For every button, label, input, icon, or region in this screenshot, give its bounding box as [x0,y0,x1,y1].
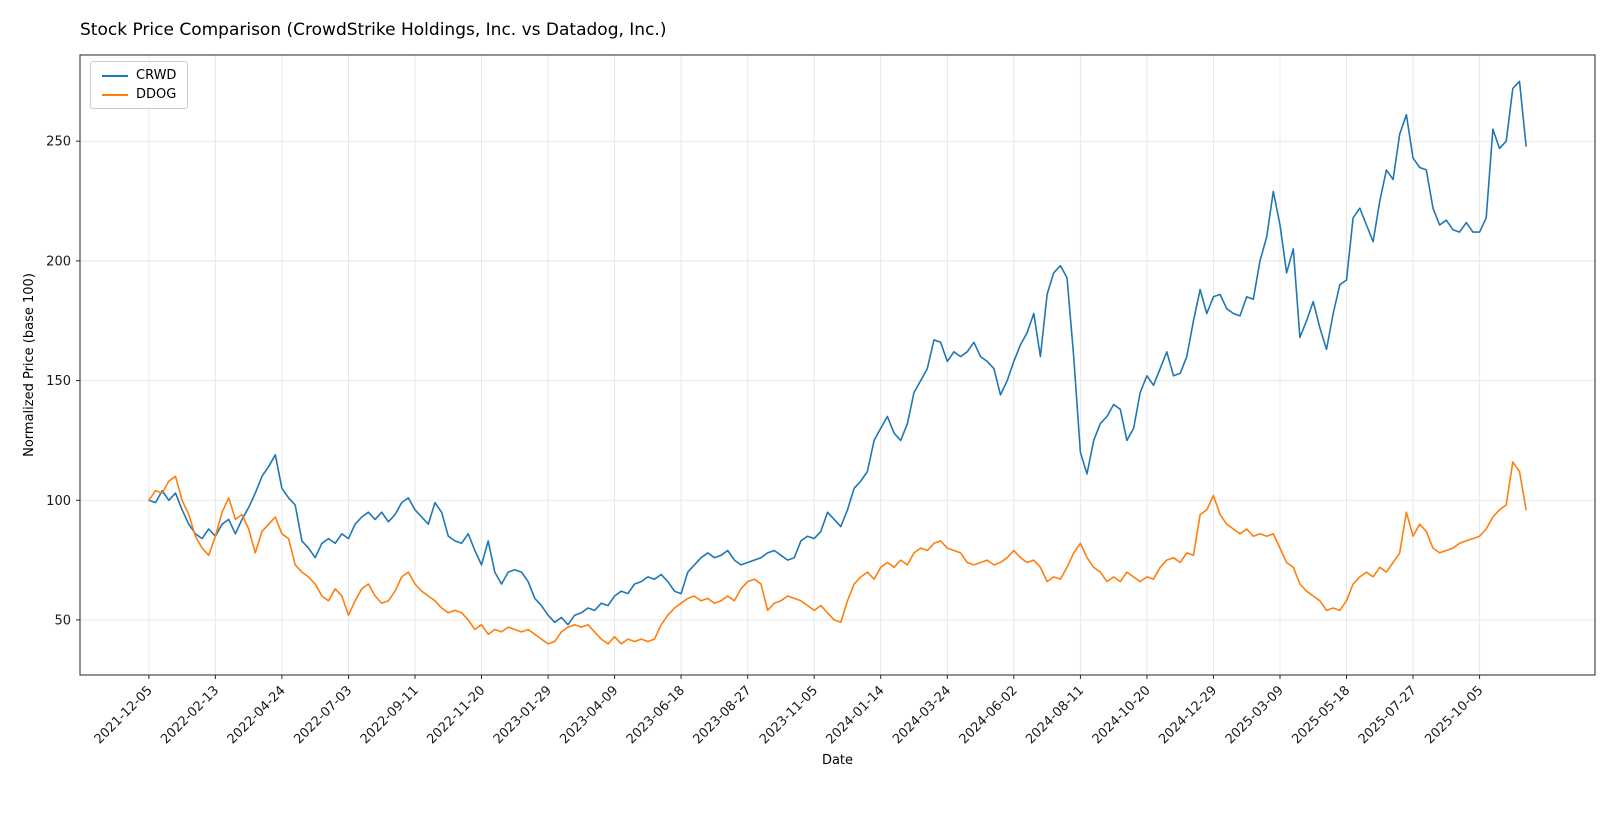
plot-border [79,54,1596,676]
x-tick-label: 2025-03-09 [1223,683,1287,747]
y-tick-label: 100 [46,494,71,509]
legend-label: DDOG [136,87,177,102]
x-tick-label: 2024-06-02 [957,683,1021,747]
x-tick-label: 2024-03-24 [890,683,954,747]
x-tick-label: 2023-06-18 [624,683,688,747]
x-tick-label: 2022-09-11 [358,683,422,747]
legend: CRWD DDOG [90,61,189,109]
x-tick-label: 2022-11-20 [424,683,488,747]
legend-line-sample [102,93,128,96]
series-line-DDOG [148,461,1527,645]
x-tick-label: 2024-01-14 [823,683,887,747]
x-tick-label: 2021-12-05 [92,683,156,747]
x-tick-label: 2024-12-29 [1156,683,1220,747]
x-tick-label: 2025-05-18 [1289,683,1353,747]
legend-label: CRWD [136,68,177,83]
x-tick-label: 2023-08-27 [690,683,754,747]
x-tick-label: 2023-04-09 [557,683,621,747]
x-tick-label: 2024-08-11 [1023,683,1087,747]
x-tick-label: 2025-07-27 [1356,683,1420,747]
x-tick-label: 2023-01-29 [491,683,555,747]
x-tick-label: 2022-04-24 [225,683,289,747]
legend-entry-DDOG: DDOG [102,88,176,101]
y-tick-label: 50 [54,613,71,628]
y-tick-label: 200 [46,254,71,269]
x-tick-label: 2022-02-13 [158,683,222,747]
legend-line-sample [102,74,128,77]
y-tick-label: 150 [46,374,71,389]
x-tick-label: 2023-11-05 [757,683,821,747]
x-tick-label: 2025-10-05 [1422,683,1486,747]
series-line-CRWD [148,80,1527,626]
x-tick-label: 2022-07-03 [291,683,355,747]
y-tick-label: 250 [46,135,71,150]
legend-entry-CRWD: CRWD [102,69,176,82]
chart-title: Stock Price Comparison (CrowdStrike Hold… [80,20,667,40]
x-tick-label: 2024-10-20 [1090,683,1154,747]
x-axis-label: Date [821,753,854,768]
